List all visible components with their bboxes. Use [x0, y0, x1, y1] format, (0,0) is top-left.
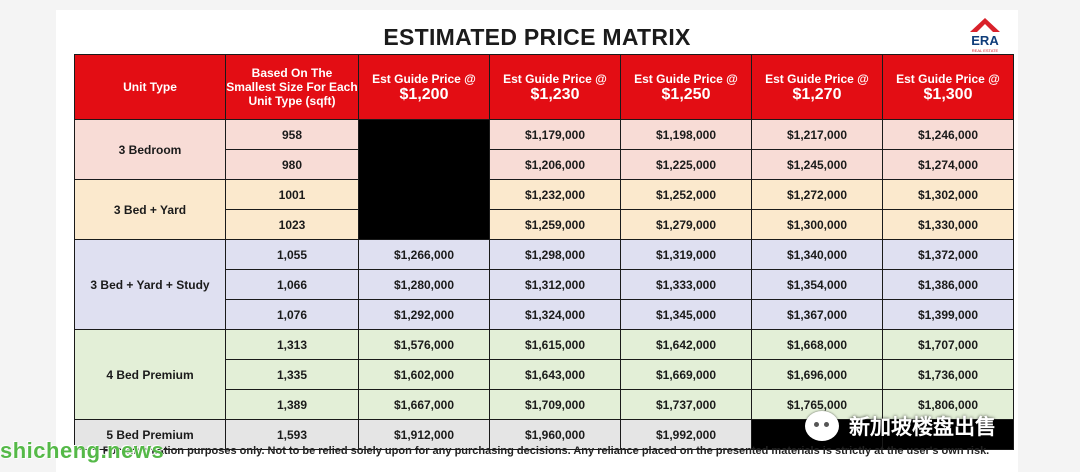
table-row: 3 Bedroom 958 $1,179,000 $1,198,000 $1,2…: [74, 119, 1014, 240]
price-cell: $1,354,000: [751, 269, 883, 300]
price-cell: $1,279,000: [620, 209, 752, 240]
price-cell: $1,206,000: [489, 149, 621, 180]
price-cell: $1,266,000: [358, 239, 490, 270]
price-cell: $1,912,000: [358, 419, 490, 450]
price-cell: $1,386,000: [882, 269, 1014, 300]
header-price-0: Est Guide Price @ $1,200: [358, 54, 490, 120]
era-logo: ERA REAL ESTATE: [966, 18, 1004, 58]
redacted-cell: [882, 419, 1014, 450]
price-cell: $1,642,000: [620, 329, 752, 360]
price-cell: $1,737,000: [620, 389, 752, 420]
table-row: 5 Bed Premium 1,593 $1,912,000 $1,960,00…: [74, 419, 1014, 450]
price-cell: $1,225,000: [620, 149, 752, 180]
size-cell: 1,055: [225, 239, 359, 270]
size-cell: 1001: [225, 179, 359, 210]
price-cell: $1,292,000: [358, 299, 490, 330]
price-cell: $1,217,000: [751, 119, 883, 150]
price-cell: $1,960,000: [489, 419, 621, 450]
size-cell: 1,066: [225, 269, 359, 300]
price-cell: $1,333,000: [620, 269, 752, 300]
size-cell: 1,389: [225, 389, 359, 420]
size-cell: 1,313: [225, 329, 359, 360]
table-row: 980 $1,206,000 $1,225,000 $1,245,000 $1,…: [75, 149, 1014, 180]
size-cell: 1,335: [225, 359, 359, 390]
price-cell: $1,272,000: [751, 179, 883, 210]
table-row: 1,389 $1,667,000 $1,709,000 $1,737,000 $…: [75, 389, 1014, 420]
price-cell: $1,246,000: [882, 119, 1014, 150]
table-row: 1,335 $1,602,000 $1,643,000 $1,669,000 $…: [75, 359, 1014, 390]
price-cell: $1,709,000: [489, 389, 621, 420]
price-cell: $1,252,000: [620, 179, 752, 210]
price-cell: $1,259,000: [489, 209, 621, 240]
table-header-row: Unit Type Based On The Smallest Size For…: [74, 54, 1014, 120]
header-size: Based On The Smallest Size For Each Unit…: [225, 54, 359, 120]
price-cell: $1,615,000: [489, 329, 621, 360]
header-price-2: Est Guide Price @ $1,250: [620, 54, 752, 120]
price-cell: $1,198,000: [620, 119, 752, 150]
site-watermark: shicheng.news: [0, 438, 165, 463]
size-cell: 980: [225, 149, 359, 180]
price-cell: $1,298,000: [489, 239, 621, 270]
disclaimer-text: For information purposes only. Not to be…: [102, 445, 990, 457]
price-cell: $1,643,000: [489, 359, 621, 390]
header-price-3: Est Guide Price @ $1,270: [751, 54, 883, 120]
price-cell: $1,179,000: [489, 119, 621, 150]
header-unit-type: Unit Type: [74, 54, 226, 120]
price-cell: $1,324,000: [489, 299, 621, 330]
price-cell: $1,602,000: [358, 359, 490, 390]
table-row: 1,076 $1,292,000 $1,324,000 $1,345,000 $…: [75, 299, 1014, 330]
unit-type-cell: 5 Bed Premium: [74, 419, 226, 450]
price-cell: $1,736,000: [882, 359, 1014, 390]
price-cell: $1,319,000: [620, 239, 752, 270]
price-cell: $1,340,000: [751, 239, 883, 270]
document-title: ESTIMATED PRICE MATRIX: [383, 24, 691, 50]
table-row: 4 Bed Premium 1,313 $1,576,000 $1,615,00…: [74, 329, 1014, 420]
price-cell: $1,367,000: [751, 299, 883, 330]
price-cell: $1,345,000: [620, 299, 752, 330]
size-cell: 958: [225, 119, 359, 150]
price-cell: $1,232,000: [489, 179, 621, 210]
price-cell: $1,707,000: [882, 329, 1014, 360]
size-cell: 1023: [225, 209, 359, 240]
table-row: 3 Bed + Yard + Study 1,055 $1,266,000 $1…: [74, 239, 1014, 330]
price-cell: $1,245,000: [751, 149, 883, 180]
price-cell: $1,576,000: [358, 329, 490, 360]
size-cell: 1,076: [225, 299, 359, 330]
price-matrix-document: ESTIMATED PRICE MATRIX ERA REAL ESTATE E…: [56, 10, 1018, 472]
price-cell: $1,312,000: [489, 269, 621, 300]
logo-sub: REAL ESTATE: [971, 48, 999, 53]
price-cell: $1,668,000: [751, 329, 883, 360]
price-cell: $1,696,000: [751, 359, 883, 390]
price-cell: $1,399,000: [882, 299, 1014, 330]
logo-word: ERA: [971, 33, 999, 48]
price-cell: $1,300,000: [751, 209, 883, 240]
unit-type-cell: 4 Bed Premium: [74, 329, 226, 420]
price-cell: $1,274,000: [882, 149, 1014, 180]
wechat-icon: [805, 411, 839, 441]
unit-type-cell: 3 Bedroom: [74, 119, 226, 180]
price-cell: $1,992,000: [620, 419, 752, 450]
table-row: 3 Bed + Yard 1001 $1,232,000 $1,252,000 …: [74, 179, 1014, 240]
price-cell: $1,302,000: [882, 179, 1014, 210]
price-cell: $1,280,000: [358, 269, 490, 300]
header-price-4: Est Guide Price @ $1,300: [882, 54, 1014, 120]
size-cell: 1,593: [225, 419, 359, 450]
price-cell: $1,669,000: [620, 359, 752, 390]
price-cell: $1,806,000: [882, 389, 1014, 420]
wechat-watermark: 新加坡楼盘出售: [805, 408, 996, 444]
unit-type-cell: 3 Bed + Yard: [74, 179, 226, 240]
wechat-account-name: 新加坡楼盘出售: [849, 416, 996, 439]
redacted-cell: [358, 119, 490, 240]
unit-type-cell: 3 Bed + Yard + Study: [74, 239, 226, 330]
price-matrix-table: Unit Type Based On The Smallest Size For…: [74, 54, 1014, 450]
header-price-1: Est Guide Price @ $1,230: [489, 54, 621, 120]
price-cell: $1,330,000: [882, 209, 1014, 240]
price-cell: $1,372,000: [882, 239, 1014, 270]
price-cell: $1,667,000: [358, 389, 490, 420]
